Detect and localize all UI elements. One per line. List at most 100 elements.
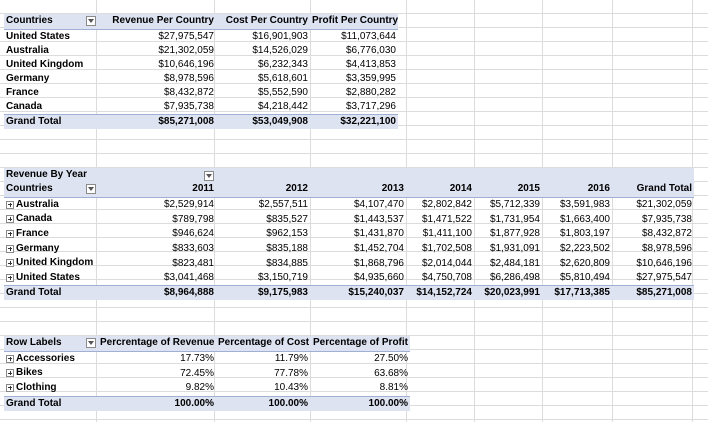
expand-plus-icon[interactable]	[6, 229, 14, 238]
value-cell: 27.50%	[374, 352, 408, 364]
value-cell: $7,935,738	[641, 213, 692, 225]
row-label-text: Canada	[16, 213, 53, 225]
value-cell: 63.68%	[374, 367, 408, 379]
expandable-country-label[interactable]: France	[4, 227, 98, 242]
value-cell: $6,286,498	[489, 272, 540, 284]
pivot-table-revenue-by-year[interactable]: Revenue By Year Countries 2011 2012 2013…	[4, 168, 694, 301]
value-cell: 10.43%	[274, 382, 308, 394]
pivot3-total-cost-pct: 100.00%	[216, 395, 310, 411]
pivot1-header-profit: Profit Per Country	[310, 14, 398, 30]
value-cell: $1,411,100	[422, 228, 472, 240]
pivot3-header-profit-pct: Percentage of Profit	[310, 336, 410, 352]
total-value-cell: $20,023,991	[474, 285, 542, 301]
value-cell: $21,302,059	[158, 44, 214, 56]
expand-plus-icon[interactable]	[6, 200, 14, 209]
value-cell: $946,624	[172, 228, 214, 240]
row-label-text: Germany	[16, 242, 60, 254]
pivot3-row: Accessories 17.73% 11.79% 27.50%	[4, 351, 410, 366]
expand-plus-icon[interactable]	[6, 273, 14, 282]
value-cell: 17.73%	[180, 352, 214, 364]
expand-plus-icon[interactable]	[6, 369, 14, 378]
value-cell: $8,978,596	[641, 242, 692, 254]
value-cell: $2,484,181	[489, 257, 540, 269]
sort-filter-icon[interactable]	[86, 16, 96, 26]
value-cell: 11.79%	[274, 352, 308, 364]
expandable-category-label[interactable]: Clothing	[4, 381, 98, 396]
pivot3-header-row: Row Labels Percrentage of Revenue Percen…	[4, 336, 410, 352]
value-cell: $1,702,508	[421, 242, 472, 254]
value-cell: $1,931,091	[489, 242, 540, 254]
pivot1-row: France $8,432,872 $5,552,590 $2,880,282	[4, 86, 398, 100]
pivot2-header-row: Countries 2011 2012 2013 2014 2015 2016 …	[4, 182, 694, 198]
country-label: Germany	[6, 72, 50, 84]
pivot2-row: Australia $2,529,914 $2,557,511 $4,107,470 $…	[4, 197, 694, 212]
value-cell: $8,978,596	[163, 72, 214, 84]
row-label-text: Bikes	[16, 367, 43, 379]
value-cell: $8,432,872	[641, 228, 692, 240]
total-value-cell: $15,240,037	[310, 285, 406, 301]
value-cell: 8.81%	[379, 382, 408, 394]
value-cell: $3,150,719	[257, 272, 308, 284]
pivot1-header-countries[interactable]: Countries	[4, 14, 98, 30]
pivot3-grand-total-row: Grand Total 100.00% 100.00% 100.00%	[4, 395, 410, 411]
value-cell: $789,798	[172, 213, 214, 225]
row-labels-filter-icon[interactable]	[86, 338, 96, 348]
pivot2-header-countries[interactable]: Countries	[4, 182, 98, 198]
pivot1-row: Australia $21,302,059 $14,526,029 $6,776,03…	[4, 44, 398, 58]
value-cell: $4,413,853	[345, 58, 396, 70]
total-value-cell: $85,271,008	[612, 285, 694, 301]
value-cell: $834,885	[266, 257, 308, 269]
pivot2-grand-total-header: Grand Total	[612, 182, 694, 198]
value-cell: $4,750,708	[421, 272, 472, 284]
pivot3-total-profit-pct: 100.00%	[310, 395, 410, 411]
pivot1-header-revenue: Revenue Per Country	[98, 14, 216, 30]
pivot3-header-cost-pct: Percentage of Cost	[216, 336, 310, 352]
value-cell: $27,975,547	[636, 272, 692, 284]
column-filter-icon[interactable]	[204, 171, 214, 181]
expandable-country-label[interactable]: Australia	[4, 197, 98, 212]
total-value-cell: $9,175,983	[216, 285, 310, 301]
value-cell: $10,646,196	[636, 257, 692, 269]
pivot2-row: Germany $833,603 $835,188 $1,452,704 $1,702,…	[4, 242, 694, 257]
expandable-category-label[interactable]: Bikes	[4, 366, 98, 381]
pivot1-header-cost: Cost Per Country	[216, 14, 310, 30]
pivot1-header-row: Countries Revenue Per Country Cost Per C…	[4, 14, 398, 30]
pivot2-row: Canada $789,798 $835,527 $1,443,537 $1,471,5…	[4, 212, 694, 227]
pivot3-row: Bikes 72.45% 77.78% 63.68%	[4, 366, 410, 381]
expandable-category-label[interactable]: Accessories	[4, 351, 98, 366]
expand-plus-icon[interactable]	[6, 215, 14, 224]
expandable-country-label[interactable]: United Kingdom	[4, 256, 98, 271]
value-cell: $3,717,296	[345, 100, 396, 112]
pivot2-row: United States $3,041,468 $3,150,719 $4,935,…	[4, 271, 694, 286]
expandable-country-label[interactable]: United States	[4, 271, 98, 286]
value-cell: $4,107,470	[353, 198, 404, 210]
expand-plus-icon[interactable]	[6, 244, 14, 253]
expandable-country-label[interactable]: Canada	[4, 212, 98, 227]
pivot1-total-revenue: $85,271,008	[98, 113, 216, 129]
value-cell: $1,803,197	[559, 228, 610, 240]
expand-plus-icon[interactable]	[6, 354, 14, 363]
row-filter-icon[interactable]	[86, 184, 96, 194]
pivot-table-country-summary[interactable]: Countries Revenue Per Country Cost Per C…	[4, 14, 398, 129]
pivot-table-percentages[interactable]: Row Labels Percrentage of Revenue Percen…	[4, 336, 410, 411]
value-cell: $27,975,547	[158, 30, 214, 42]
pivot2-year-2011: 2011	[98, 182, 216, 198]
value-cell: $8,432,872	[163, 86, 214, 98]
pivot1-total-profit: $32,221,100	[310, 113, 398, 129]
expand-plus-icon[interactable]	[6, 259, 14, 268]
value-cell: $2,557,511	[258, 198, 308, 210]
value-cell: $5,810,494	[559, 272, 610, 284]
value-cell: $10,646,196	[158, 58, 214, 70]
total-value-cell: $17,713,385	[542, 285, 612, 301]
value-cell: $833,603	[172, 242, 214, 254]
pivot1-total-label: Grand Total	[4, 113, 98, 129]
row-label-text: United Kingdom	[16, 257, 94, 269]
pivot1-row: Germany $8,978,596 $5,618,601 $3,359,995	[4, 72, 398, 86]
expandable-country-label[interactable]: Germany	[4, 242, 98, 257]
row-label-text: United States	[16, 271, 80, 283]
value-cell: 72.45%	[180, 367, 214, 379]
value-cell: $5,712,339	[489, 198, 540, 210]
pivot3-header-row-labels[interactable]: Row Labels	[4, 336, 98, 352]
expand-plus-icon[interactable]	[6, 383, 14, 392]
value-cell: $21,302,059	[636, 198, 692, 210]
